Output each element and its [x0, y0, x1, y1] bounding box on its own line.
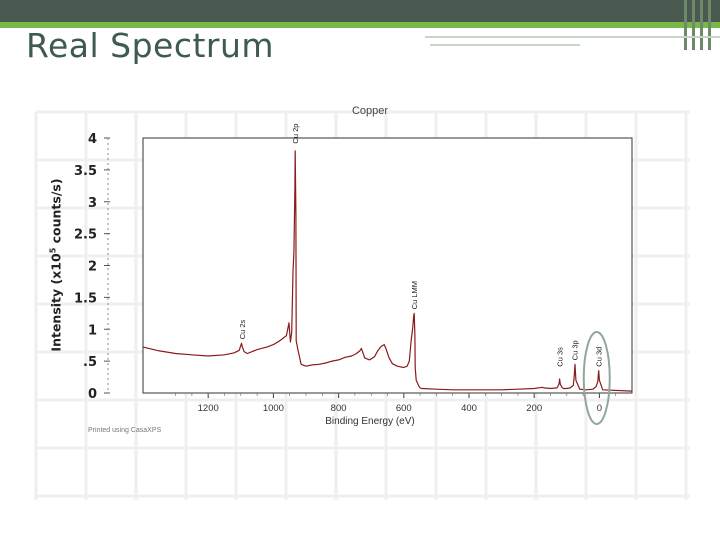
y-tick-label: 1.5: [74, 291, 97, 306]
peak-labels: Cu 2s Cu 2p Cu LMM Cu 3s Cu 3p Cu 3d: [238, 124, 604, 367]
peak-label: Cu LMM: [410, 281, 419, 309]
x-tick-label: 400: [461, 403, 477, 414]
peak-label: Cu 3s: [556, 347, 565, 367]
x-tick-label: 1200: [198, 403, 219, 414]
peak-label: Cu 2p: [291, 124, 300, 144]
x-tick-label: 800: [331, 403, 347, 414]
x-tick-label: 0: [597, 403, 602, 414]
y-tick-label: 3.5: [74, 164, 97, 179]
x-axis: 1200 1000 800 600 400 200 0: [175, 393, 617, 414]
peak-highlight-ellipse: [582, 331, 611, 425]
footer-note: Printed using CasaXPS: [88, 427, 161, 434]
series-layer: [142, 150, 633, 392]
y-tick-label: 3: [88, 196, 97, 211]
x-tick-label: 1000: [263, 403, 284, 414]
y-axis: 0 .5 1 1.5 2 2.5 3 3.5 4: [74, 132, 110, 402]
highlight-layer: [582, 331, 611, 425]
peak-label: Cu 2s: [238, 319, 247, 339]
y-tick-label: 2: [88, 260, 97, 275]
title-rule: [425, 36, 720, 38]
y-tick-label: 4: [88, 132, 97, 147]
y-axis-title: Intensity (x105 counts/s): [48, 178, 64, 352]
y-tick-label: 2.5: [74, 228, 97, 243]
y-tick-label: .5: [83, 355, 97, 370]
header-bar: [0, 0, 720, 24]
y-tick-label: 0: [88, 387, 97, 402]
peak-label: Cu 3p: [571, 340, 580, 360]
x-axis-title: Binding Energy (eV): [325, 416, 415, 427]
slide-title: Real Spectrum: [26, 26, 275, 65]
plot-frame: [142, 137, 633, 394]
header-decoration: [680, 0, 720, 50]
spectrum-line: [142, 150, 633, 392]
x-tick-label: 200: [526, 403, 542, 414]
peak-label: Cu 3d: [595, 347, 604, 367]
y-tick-label: 1: [88, 323, 97, 338]
title-rule-lower: [430, 44, 580, 46]
header-accent-stripe: [0, 22, 720, 28]
chart-title: Copper: [352, 105, 388, 117]
x-tick-label: 600: [396, 403, 412, 414]
